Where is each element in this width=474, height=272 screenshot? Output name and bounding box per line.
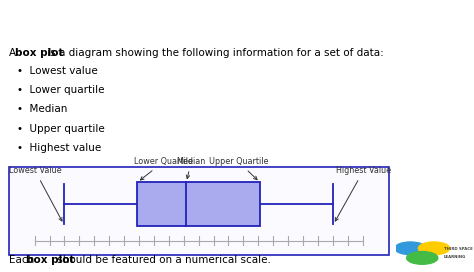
Text: LEARNING: LEARNING [444,255,466,259]
Text: •  Lowest value: • Lowest value [17,66,97,76]
Bar [137,182,260,226]
Text: Upper Quartile: Upper Quartile [209,157,268,180]
Text: A: A [9,48,19,58]
Text: •  Lower quartile: • Lower quartile [17,85,104,95]
Text: Lower Quartile: Lower Quartile [134,157,193,180]
Text: Highest Value: Highest Value [335,166,391,221]
Circle shape [407,252,438,264]
Text: is a diagram showing the following information for a set of data:: is a diagram showing the following infor… [44,48,384,58]
Text: Each: Each [9,255,37,265]
Circle shape [419,242,450,255]
Circle shape [395,242,426,255]
Text: Lowest Value: Lowest Value [9,166,62,221]
Text: THIRD SPACE: THIRD SPACE [444,247,472,251]
Text: •  Median: • Median [17,104,67,115]
Text: box plot: box plot [15,48,64,58]
Text: should be featured on a numerical scale.: should be featured on a numerical scale. [54,255,271,265]
Text: box plot: box plot [26,255,74,265]
Bar [9,168,389,255]
Text: Box plot: Box plot [9,14,92,32]
Text: Median: Median [176,157,206,179]
Text: •  Upper quartile: • Upper quartile [17,123,104,134]
Text: •  Highest value: • Highest value [17,143,101,153]
